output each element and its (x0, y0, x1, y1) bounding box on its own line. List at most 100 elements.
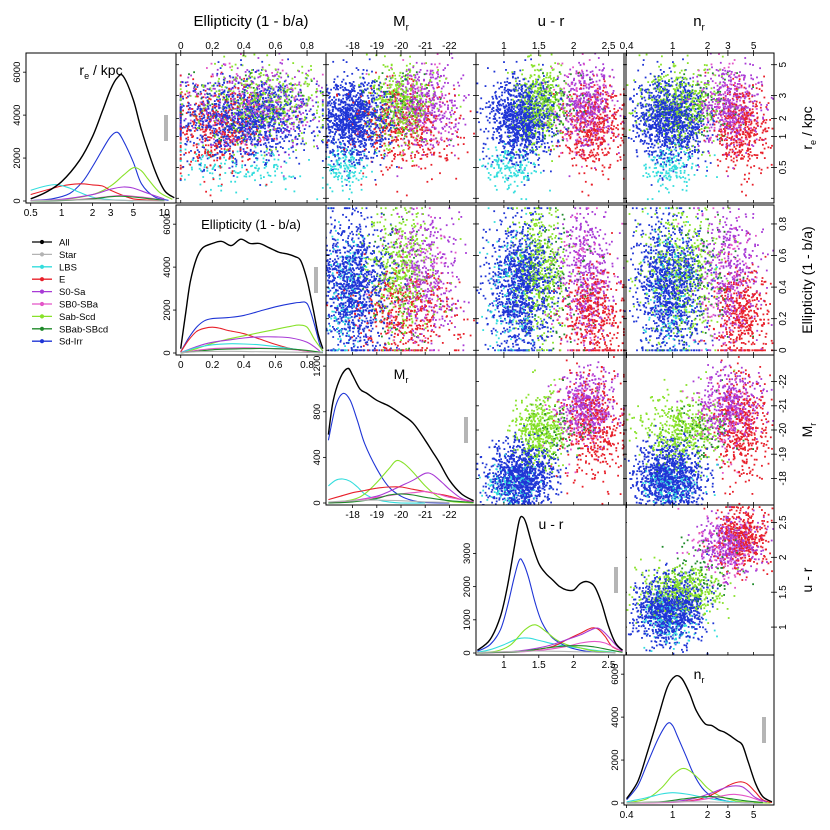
scatter-point (316, 112, 318, 114)
scatter-point (278, 124, 280, 126)
scatter-point (263, 74, 265, 76)
scatter-point (180, 92, 182, 94)
scatter-point (232, 162, 234, 164)
scatter-point (190, 75, 192, 77)
scatter-point (187, 160, 189, 162)
scatter-point (197, 157, 199, 159)
scatter-point (199, 164, 201, 166)
scatter-point (259, 184, 261, 186)
scatter-point (204, 140, 206, 142)
scatter-point (200, 102, 202, 104)
scatter-point (223, 97, 225, 99)
scatter-point (282, 59, 284, 61)
scatter-point (283, 177, 285, 179)
scatter-point (246, 118, 248, 120)
scatter-point (256, 159, 258, 161)
scatter-point (247, 92, 249, 94)
scatter-point (192, 127, 194, 129)
scatter-point (316, 145, 318, 147)
scatter-point (249, 158, 251, 160)
scatter-point (275, 94, 277, 96)
scatter-point (209, 172, 211, 174)
scatter-point (252, 139, 254, 141)
scatter-point (240, 59, 242, 61)
scatter-point (267, 78, 269, 80)
scatter-point (264, 131, 266, 133)
scatter-point (266, 159, 268, 161)
scatter-point (211, 130, 213, 132)
scatter-point (292, 151, 294, 153)
scatter-point (285, 120, 287, 122)
scatter-point (318, 85, 320, 87)
scatter-point (298, 91, 300, 93)
scatter-point (248, 78, 250, 80)
scatter-point (241, 164, 243, 166)
scatter-point (229, 153, 231, 155)
scatter-point (285, 103, 287, 105)
scatter-point (188, 73, 190, 75)
scatter-point (194, 152, 196, 154)
scatter-point (282, 70, 284, 72)
scatter-point (295, 138, 297, 140)
scatter-point (253, 87, 255, 89)
scatter-point (274, 159, 276, 161)
scatter-point (306, 99, 308, 101)
scatter-point (251, 165, 253, 167)
scatter-point (244, 153, 246, 155)
scatter-point (274, 116, 276, 118)
scatter-point (268, 174, 270, 176)
scatter-point (227, 91, 229, 93)
scatter-point (283, 127, 285, 129)
scatter-point (180, 148, 182, 150)
scatter-point (221, 93, 223, 95)
scatter-point (217, 69, 219, 71)
scatter-point (204, 166, 206, 168)
scatter-point (197, 84, 199, 86)
scatter-point (198, 113, 200, 115)
scatter-point (322, 113, 324, 115)
scatter-point (281, 63, 283, 65)
scatter-point (280, 130, 282, 132)
scatter-point (250, 72, 252, 74)
scatter-point (254, 112, 256, 114)
scatter-point (216, 91, 218, 93)
scatter-point (286, 73, 288, 75)
scatter-point (232, 77, 234, 79)
scatter-point (298, 128, 300, 130)
scatter-point (280, 121, 282, 123)
scatter-point (281, 172, 283, 174)
scatter-point (220, 145, 222, 147)
scatter-point (280, 109, 282, 111)
scatter-point (264, 151, 266, 153)
scatter-point (192, 159, 194, 161)
scatter-point (302, 72, 304, 74)
scatter-point (286, 136, 288, 138)
scatter-point (192, 111, 194, 113)
scatter-point (309, 110, 311, 112)
scatter-point (220, 136, 222, 138)
scatter-point (297, 116, 299, 118)
scatter-point (223, 93, 225, 95)
scatter-point (302, 140, 304, 142)
scatter-point (256, 165, 258, 167)
scatter-point (202, 176, 204, 178)
scatter-point (218, 138, 220, 140)
scatter-point (316, 110, 318, 112)
scatter-point (298, 124, 300, 126)
scatter-point (187, 128, 189, 130)
scatter-point (211, 117, 213, 119)
scatter-point (286, 113, 288, 115)
scatter-point (236, 176, 238, 178)
scatter-point (294, 88, 296, 90)
scatter-point (261, 154, 263, 156)
scatter-point (280, 107, 282, 109)
scatter-point (224, 142, 226, 144)
scatter-point (192, 78, 194, 80)
scatter-point (256, 106, 258, 108)
scatter-point (268, 97, 270, 99)
scatter-point (229, 75, 231, 77)
scatter-point (257, 170, 259, 172)
scatter-point (202, 120, 204, 122)
scatter-point (272, 88, 274, 90)
scatter-point (240, 64, 242, 66)
